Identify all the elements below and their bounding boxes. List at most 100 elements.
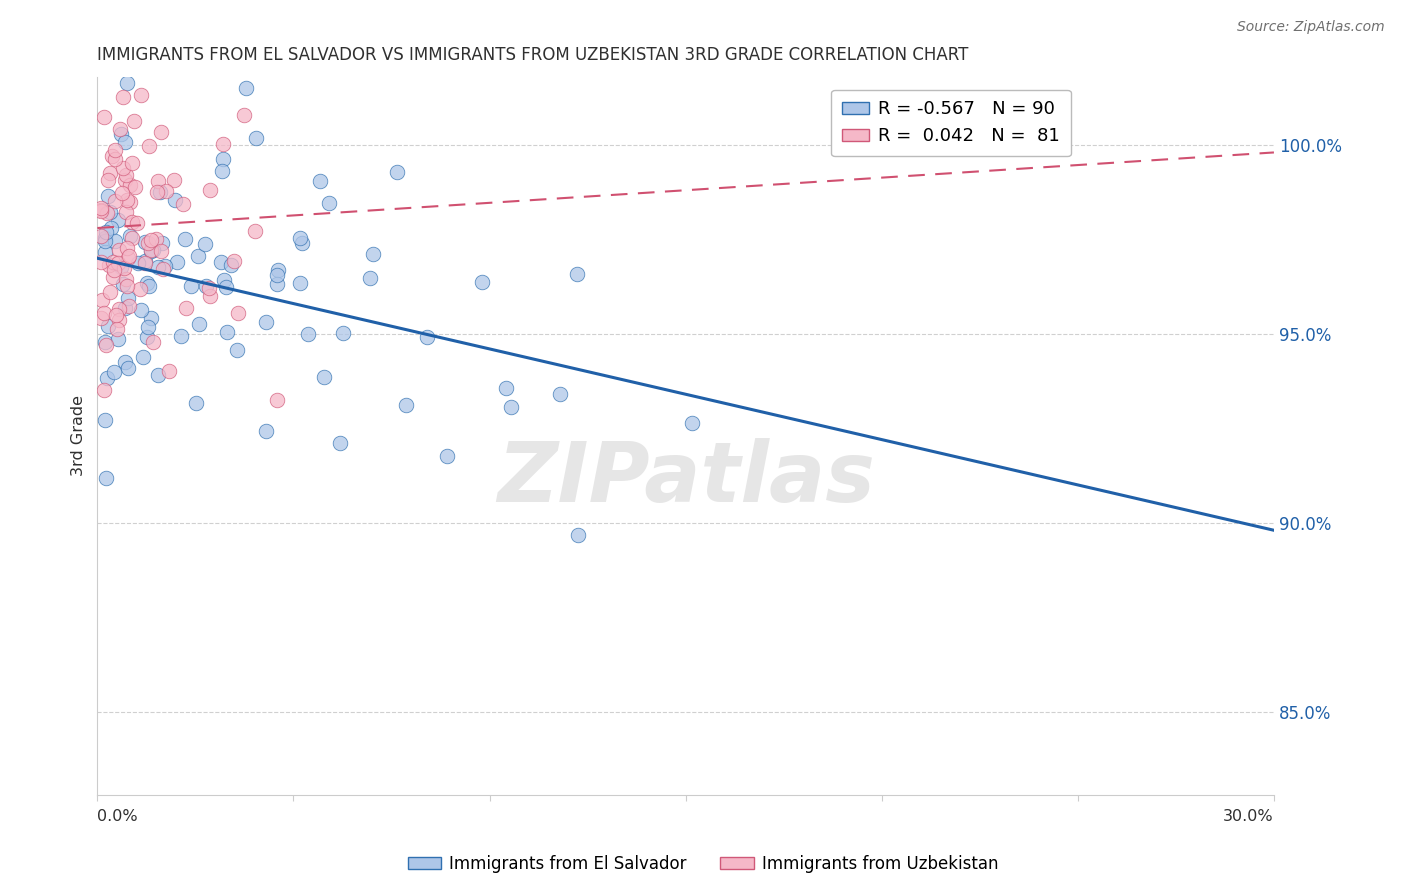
Point	[141, 234, 163, 248]
Point	[94, 245, 117, 260]
Point	[117, 291, 139, 305]
Point	[385, 165, 408, 179]
Point	[120, 229, 142, 244]
Point	[243, 224, 266, 238]
Y-axis label: 3rd Grade: 3rd Grade	[72, 395, 86, 476]
Point	[146, 260, 169, 274]
Point	[127, 256, 149, 270]
Point	[308, 174, 330, 188]
Point	[122, 114, 145, 128]
Legend: R = -0.567   N = 90, R =  0.042   N =  81: R = -0.567 N = 90, R = 0.042 N = 81	[831, 89, 1071, 156]
Point	[188, 317, 211, 331]
Point	[194, 279, 217, 293]
Point	[290, 230, 312, 244]
Point	[118, 249, 141, 263]
Point	[232, 107, 254, 121]
Point	[90, 203, 112, 218]
Point	[96, 371, 118, 385]
Point	[416, 329, 439, 343]
Point	[104, 308, 127, 322]
Point	[117, 76, 139, 90]
Point	[163, 193, 186, 207]
Point	[103, 263, 125, 277]
Point	[150, 244, 173, 258]
Point	[291, 236, 314, 251]
Point	[136, 276, 159, 290]
Point	[105, 322, 128, 336]
Point	[567, 527, 589, 541]
Point	[266, 277, 288, 292]
Point	[254, 424, 277, 438]
Text: IMMIGRANTS FROM EL SALVADOR VS IMMIGRANTS FROM UZBEKISTAN 3RD GRADE CORRELATION : IMMIGRANTS FROM EL SALVADOR VS IMMIGRANT…	[97, 46, 969, 64]
Text: 0.0%: 0.0%	[97, 809, 138, 824]
Point	[235, 81, 257, 95]
Point	[117, 241, 139, 255]
Point	[254, 315, 277, 329]
Point	[111, 277, 134, 291]
Point	[124, 180, 146, 194]
Point	[110, 127, 132, 141]
Point	[314, 370, 336, 384]
Point	[174, 301, 197, 315]
Point	[114, 355, 136, 369]
Point	[94, 412, 117, 426]
Point	[134, 256, 156, 270]
Point	[194, 236, 217, 251]
Point	[288, 277, 311, 291]
Point	[211, 163, 233, 178]
Point	[104, 143, 127, 157]
Legend: Immigrants from El Salvador, Immigrants from Uzbekistan: Immigrants from El Salvador, Immigrants …	[401, 848, 1005, 880]
Point	[148, 368, 170, 383]
Point	[121, 156, 143, 170]
Point	[114, 173, 136, 187]
Point	[90, 201, 112, 215]
Point	[118, 299, 141, 313]
Point	[107, 333, 129, 347]
Point	[225, 343, 247, 357]
Point	[222, 254, 245, 268]
Point	[90, 204, 112, 219]
Point	[152, 262, 174, 277]
Point	[200, 289, 222, 303]
Point	[112, 261, 135, 276]
Point	[198, 280, 221, 294]
Text: Source: ZipAtlas.com: Source: ZipAtlas.com	[1237, 20, 1385, 34]
Point	[146, 185, 169, 199]
Point	[129, 87, 152, 102]
Point	[565, 267, 588, 281]
Point	[363, 246, 385, 260]
Point	[134, 254, 156, 268]
Point	[136, 235, 159, 250]
Point	[107, 302, 129, 317]
Point	[94, 231, 117, 245]
Point	[471, 275, 494, 289]
Point	[117, 360, 139, 375]
Point	[141, 310, 163, 325]
Point	[97, 318, 120, 333]
Point	[115, 168, 138, 182]
Point	[138, 279, 160, 293]
Point	[107, 213, 129, 227]
Point	[187, 250, 209, 264]
Point	[141, 243, 163, 257]
Point	[138, 139, 160, 153]
Point	[94, 234, 117, 248]
Point	[359, 271, 381, 285]
Point	[681, 416, 703, 430]
Point	[436, 449, 458, 463]
Point	[297, 327, 319, 342]
Point	[131, 350, 153, 364]
Point	[146, 174, 169, 188]
Point	[103, 270, 125, 285]
Point	[139, 243, 162, 257]
Point	[153, 259, 176, 273]
Point	[101, 149, 124, 163]
Point	[318, 196, 340, 211]
Point	[112, 161, 135, 175]
Point	[121, 214, 143, 228]
Point	[97, 258, 120, 272]
Point	[211, 153, 233, 167]
Point	[186, 396, 208, 410]
Point	[495, 381, 517, 395]
Point	[163, 173, 186, 187]
